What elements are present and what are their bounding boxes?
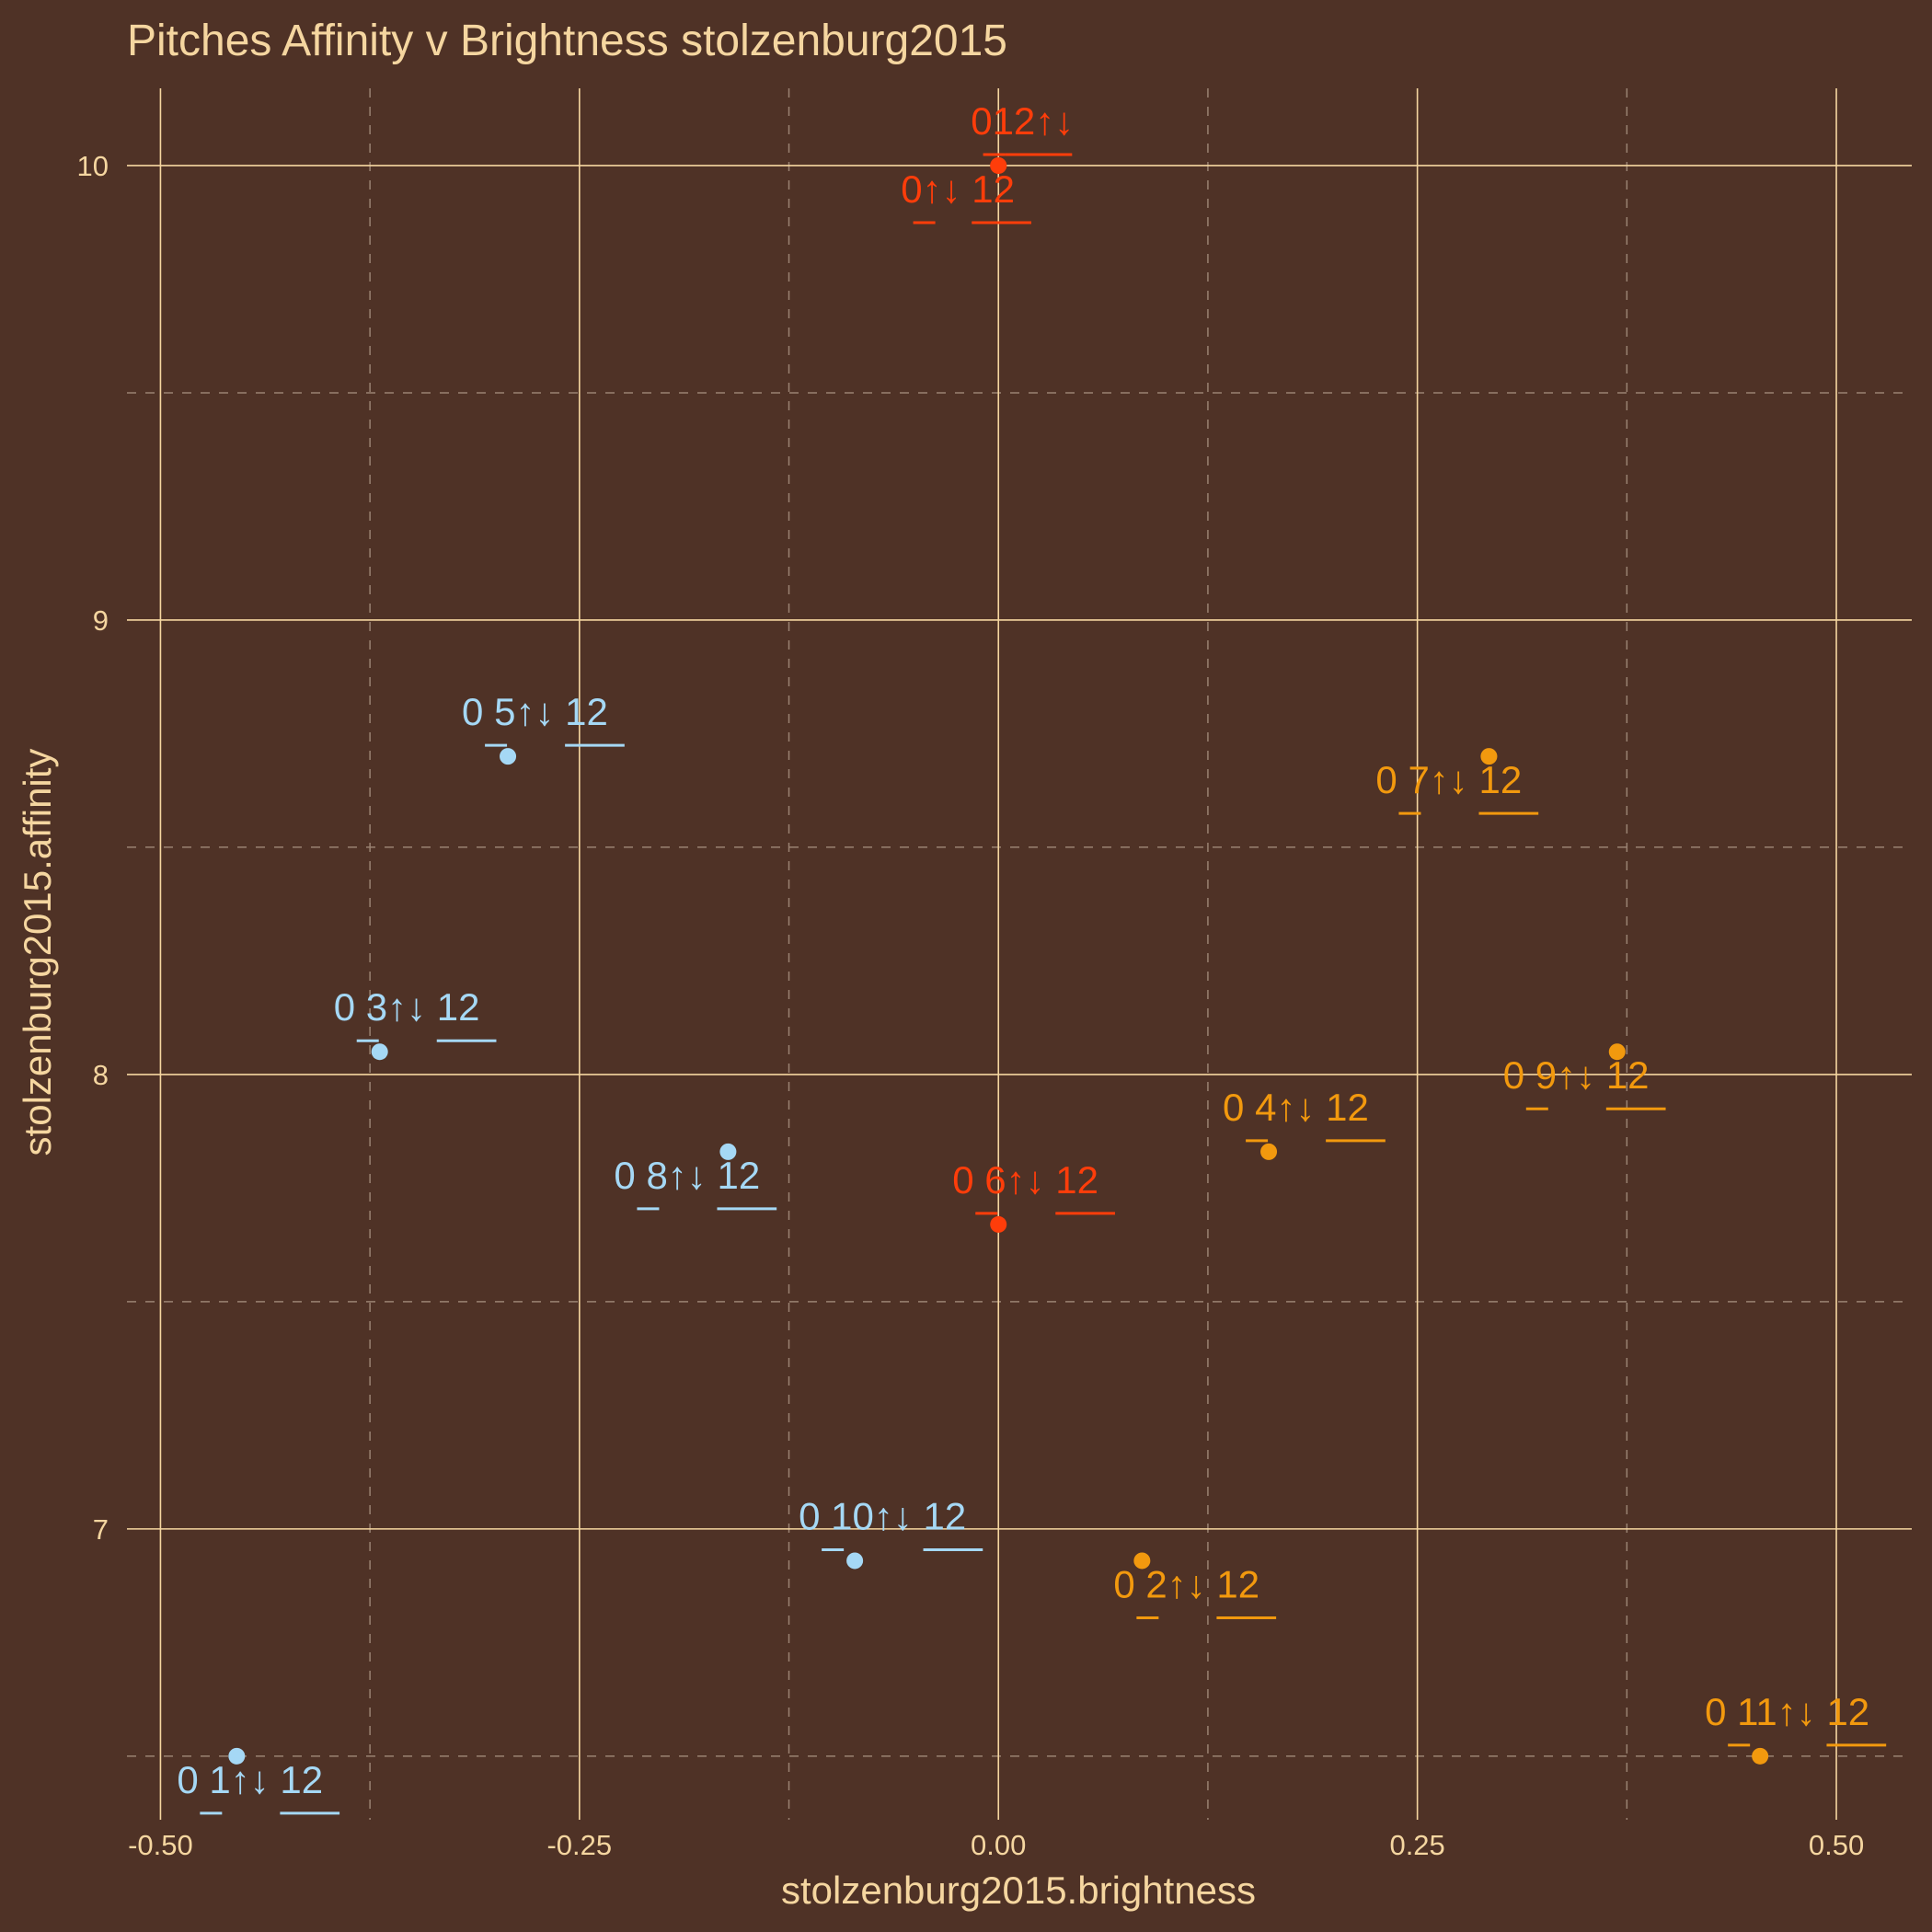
- minor-gridlines: [127, 88, 1912, 1820]
- scatter-point: [1480, 748, 1498, 765]
- scatter-point: [1133, 1552, 1151, 1570]
- scatter-point: [719, 1143, 737, 1160]
- x-tick-label: 0.00: [971, 1829, 1026, 1861]
- y-tick-label: 10: [77, 150, 109, 182]
- scatter-point: [990, 156, 1007, 174]
- point-label: 0 6↑↓ 12: [952, 1158, 1098, 1202]
- point-label: 0 9↑↓ 12: [1503, 1053, 1650, 1097]
- point-label: 0 3↑↓ 12: [334, 985, 480, 1029]
- y-tick-label: 8: [93, 1059, 109, 1091]
- point-label: 0 2↑↓ 12: [1113, 1562, 1259, 1605]
- y-tick-label: 9: [93, 604, 109, 637]
- point-label: 0 1↑↓ 12: [177, 1758, 323, 1801]
- major-gridlines: [127, 88, 1912, 1820]
- point-label: 0 8↑↓ 12: [614, 1154, 760, 1197]
- y-tick-label: 7: [93, 1513, 109, 1546]
- point-label: 0 10↑↓ 12: [799, 1494, 966, 1537]
- x-tick-label: -0.25: [546, 1829, 612, 1861]
- y-axis-ticks: 7 8 9 10: [77, 150, 109, 1546]
- data-points: [228, 156, 1769, 1765]
- point-labels: 0 1↑↓ 12 0 2↑↓ 12 0 3↑↓ 12 0 4↑↓ 12 0 5↑↓ 12…: [177, 99, 1887, 1815]
- chart-title: Pitches Affinity v Brightness stolzenbur…: [127, 17, 1007, 65]
- x-axis-title: stolzenburg2015.brightness: [781, 1869, 1256, 1912]
- point-label: 0 11↑↓ 12: [1705, 1690, 1869, 1733]
- scatter-point: [990, 1215, 1007, 1233]
- scatter-point: [846, 1552, 864, 1570]
- scatter-point: [1608, 1043, 1626, 1061]
- point-label: 0↑↓ 12: [901, 167, 1015, 211]
- scatter-point: [228, 1747, 246, 1765]
- point-label: 0 4↑↓ 12: [1223, 1086, 1369, 1129]
- scatter-point: [1752, 1747, 1769, 1765]
- x-tick-label: 0.50: [1809, 1829, 1864, 1861]
- scatter-point: [1260, 1143, 1278, 1160]
- scatter-point: [371, 1043, 388, 1061]
- point-label: 0 5↑↓ 12: [462, 690, 608, 733]
- y-axis-title: stolzenburg2015.affinity: [16, 749, 59, 1156]
- point-label: 0 7↑↓ 12: [1375, 758, 1522, 801]
- x-tick-label: -0.50: [128, 1829, 193, 1861]
- x-tick-label: 0.25: [1389, 1829, 1444, 1861]
- x-axis-ticks: -0.50 -0.25 0.00 0.25 0.50: [128, 1829, 1864, 1861]
- point-label: 012↑↓: [971, 99, 1074, 143]
- scatter-point: [500, 748, 517, 765]
